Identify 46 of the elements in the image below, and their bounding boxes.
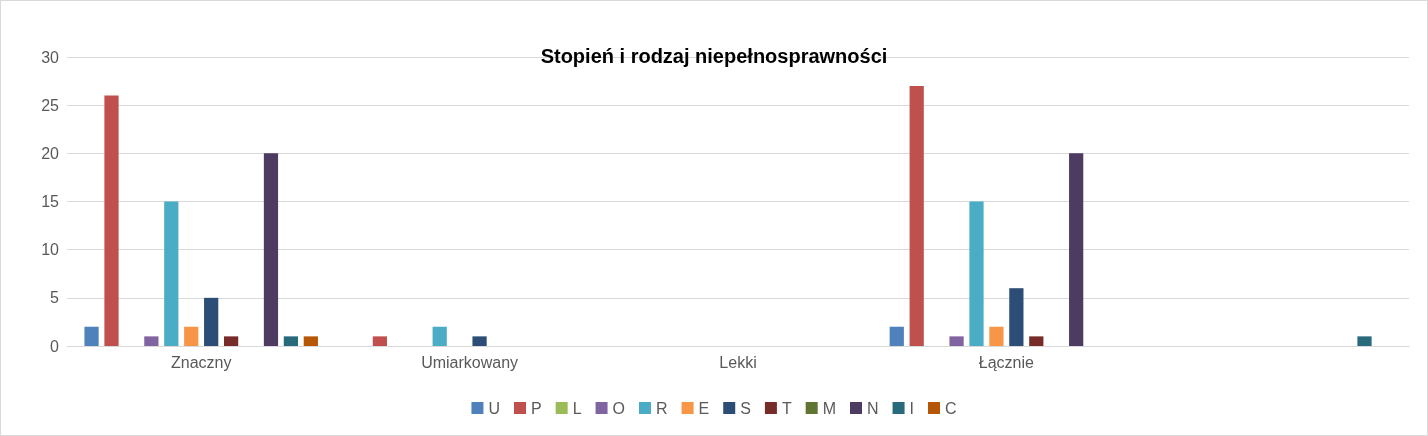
bar xyxy=(1357,336,1372,346)
bar xyxy=(283,336,299,346)
y-tick-label: 15 xyxy=(41,193,60,210)
x-tick-label: Łącznie xyxy=(978,353,1035,371)
legend-label: U xyxy=(488,399,500,417)
y-tick-label: 0 xyxy=(50,337,60,355)
bar xyxy=(1029,336,1044,346)
bar xyxy=(204,297,219,346)
y-tick-label: 20 xyxy=(41,144,60,162)
x-tick-label: Lekki xyxy=(719,353,757,371)
bar xyxy=(184,326,199,346)
bar xyxy=(303,336,318,346)
bar xyxy=(263,153,279,346)
legend-label: S xyxy=(740,399,751,417)
bar xyxy=(144,336,159,346)
bar xyxy=(969,201,984,346)
legend-label: N xyxy=(867,399,879,417)
legend-label: M xyxy=(822,399,837,417)
bar xyxy=(1069,153,1084,346)
chart-title: Stopień i rodzaj niepełnosprawności xyxy=(540,45,888,67)
legend-label: L xyxy=(572,399,582,417)
y-tick-label: 5 xyxy=(50,289,60,307)
legend-label: T xyxy=(781,399,792,417)
y-tick-label: 10 xyxy=(41,241,60,259)
x-tick-label: Umiarkowany xyxy=(421,353,519,371)
bar xyxy=(104,95,119,346)
bar xyxy=(949,336,964,346)
legend-label: R xyxy=(656,399,668,417)
bar xyxy=(223,336,239,346)
y-tick-label: 25 xyxy=(41,96,60,114)
bar xyxy=(164,201,179,346)
legend-label: E xyxy=(698,399,710,417)
bar xyxy=(989,326,1004,346)
bar xyxy=(432,326,447,346)
legend-label: P xyxy=(530,399,542,417)
bar xyxy=(372,336,388,346)
legend-label: C xyxy=(945,399,957,417)
legend-label: O xyxy=(612,399,626,417)
bar xyxy=(84,326,99,346)
legend-label: I xyxy=(909,399,915,417)
bar xyxy=(889,326,904,346)
y-tick-label: 30 xyxy=(41,48,60,66)
bar xyxy=(1009,288,1024,346)
x-tick-label: Znaczny xyxy=(170,353,232,371)
bar xyxy=(472,336,487,346)
bar xyxy=(909,85,924,346)
